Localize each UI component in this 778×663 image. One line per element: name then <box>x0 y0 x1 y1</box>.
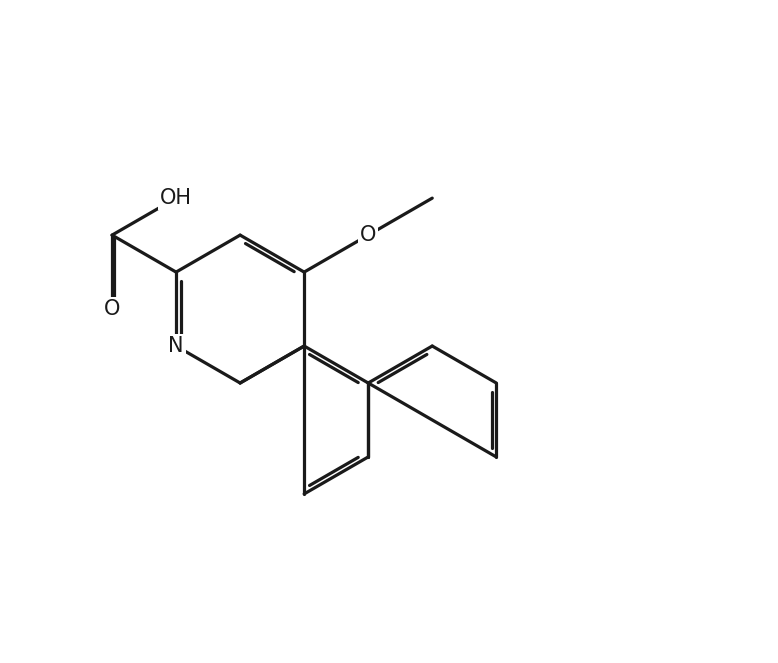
Text: OH: OH <box>160 188 192 208</box>
Text: O: O <box>103 299 121 319</box>
Text: O: O <box>360 225 377 245</box>
Text: N: N <box>168 336 184 356</box>
